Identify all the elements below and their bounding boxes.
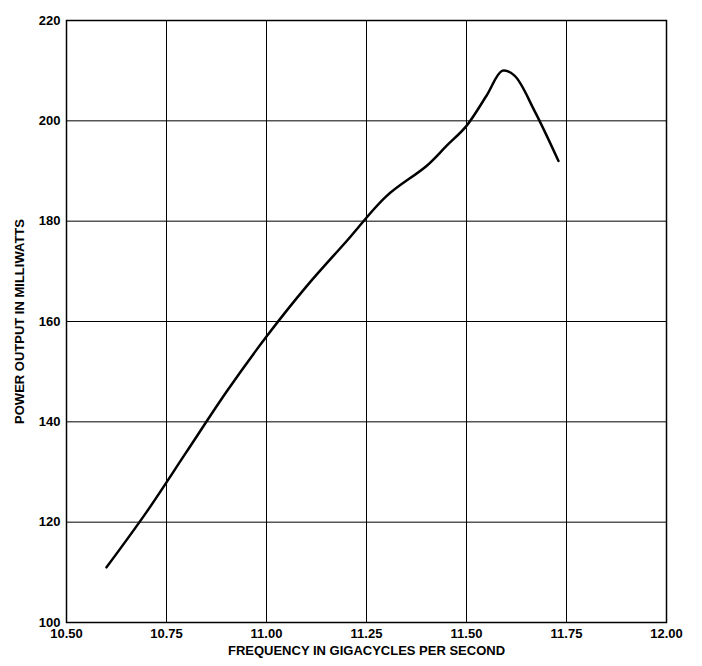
svg-text:180: 180 — [39, 213, 61, 228]
svg-text:POWER OUTPUT IN MILLIWATTS: POWER OUTPUT IN MILLIWATTS — [12, 219, 27, 424]
svg-text:160: 160 — [39, 314, 61, 329]
svg-text:12.00: 12.00 — [650, 626, 683, 641]
svg-text:140: 140 — [39, 414, 61, 429]
svg-text:11.50: 11.50 — [451, 626, 483, 641]
svg-text:10.50: 10.50 — [50, 625, 83, 641]
svg-text:100: 100 — [39, 615, 61, 630]
svg-text:10.75: 10.75 — [150, 626, 183, 641]
svg-text:11.25: 11.25 — [351, 626, 383, 641]
svg-text:220: 220 — [39, 13, 61, 28]
svg-text:11.75: 11.75 — [551, 626, 583, 641]
svg-text:FREQUENCY IN GIGACYCLES PER SE: FREQUENCY IN GIGACYCLES PER SECOND — [228, 643, 505, 658]
svg-text:120: 120 — [39, 514, 61, 529]
svg-text:200: 200 — [39, 113, 61, 128]
svg-text:11.00: 11.00 — [251, 626, 283, 641]
